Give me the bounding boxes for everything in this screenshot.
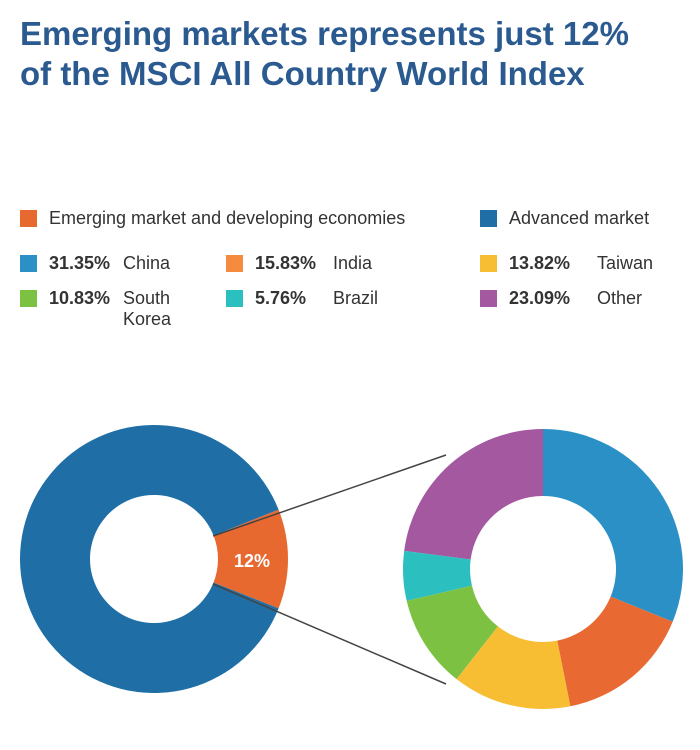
legend-label: China [123, 253, 171, 273]
legend-swatch [226, 255, 243, 272]
slice-other [404, 429, 543, 560]
legend-swatch [226, 290, 243, 307]
slice-south-korea [406, 585, 498, 680]
legend-label: Taiwan [597, 253, 654, 273]
legend-value: 15.83% [255, 253, 317, 273]
legend-swatch [480, 290, 497, 307]
legend-swatch [480, 210, 497, 227]
connector-line-top [212, 454, 447, 537]
slice-taiwan [456, 626, 571, 710]
slice-emerging-market-and-developing-economies [213, 509, 288, 609]
legend-china: 31.35% China [20, 253, 170, 274]
slice-india [557, 596, 673, 707]
legend-value: 13.82% [509, 253, 571, 273]
connector-line-bottom [212, 583, 447, 685]
legend-brazil: 5.76% Brazil [226, 288, 378, 309]
legend-advanced: Advanced market [480, 208, 649, 229]
chart-title: Emerging markets represents just 12% of t… [20, 15, 629, 92]
slice-china [543, 429, 683, 622]
legend-swatch [20, 210, 37, 227]
slice-brazil [403, 550, 472, 601]
legend-label: South Korea [123, 288, 172, 329]
legend-label: Brazil [333, 288, 379, 308]
legend-value: 10.83% [49, 288, 111, 308]
legend-emerging: Emerging market and developing economies [20, 208, 405, 229]
legend-label: Emerging market and developing economies [49, 208, 406, 228]
legend-value: 23.09% [509, 288, 571, 308]
legend-value: 31.35% [49, 253, 111, 273]
legend-swatch [20, 290, 37, 307]
slice-advanced-market [20, 424, 279, 693]
legend-value: 5.76% [255, 288, 307, 308]
legend-other: 23.09% Other [480, 288, 642, 309]
legend-label: Other [597, 288, 643, 308]
legend-south-korea: 10.83% South Korea [20, 288, 183, 330]
legend-swatch [20, 255, 37, 272]
legend-swatch [480, 255, 497, 272]
legend-india: 15.83% India [226, 253, 372, 274]
legend-label: Advanced market [509, 208, 650, 228]
data-label-12pct: 12% [234, 551, 270, 571]
legend-label: India [333, 253, 373, 273]
legend-taiwan: 13.82% Taiwan [480, 253, 653, 274]
